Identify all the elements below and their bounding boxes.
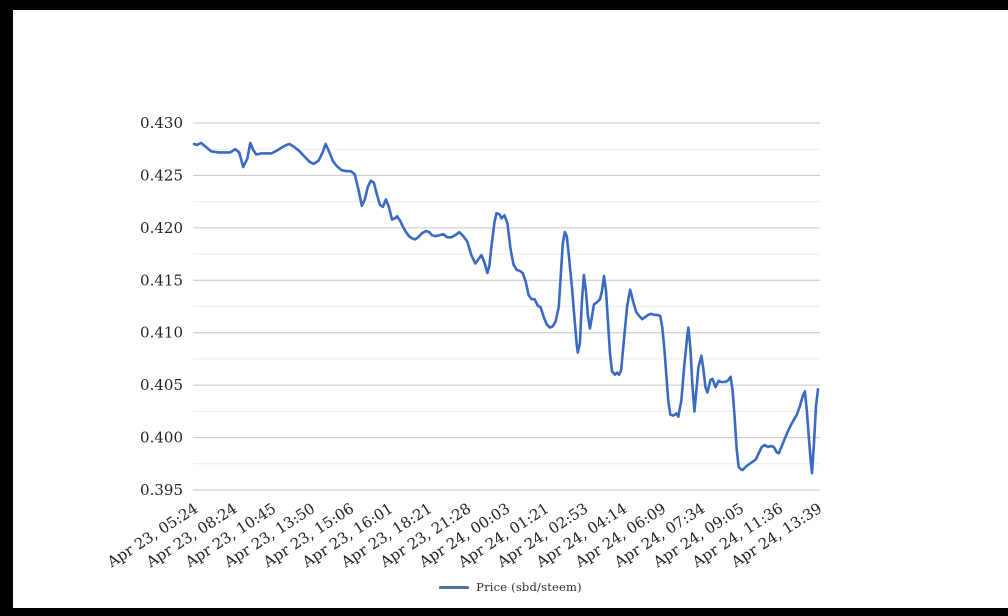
y-axis-tick-label: 0.405 [140, 376, 183, 394]
y-axis-tick-label: 0.400 [140, 429, 183, 447]
legend-label: Price (sbd/steem) [476, 580, 582, 594]
chart-legend: Price (sbd/steem) [13, 576, 1008, 598]
price-chart: 0.430 0.425 0.420 0.415 0.410 0.405 0.400 0.395… [103, 114, 825, 572]
y-axis-tick-label: 0.420 [140, 219, 183, 237]
y-axis-tick-label: 0.425 [140, 166, 183, 184]
legend-line-swatch [439, 585, 470, 589]
y-axis-tick-label: 0.430 [140, 114, 183, 132]
chart-canvas: 0.430 0.425 0.420 0.415 0.410 0.405 0.400 0.395… [13, 10, 1008, 608]
price-line [192, 141, 820, 475]
y-axis-tick-label: 0.415 [140, 271, 183, 289]
y-axis-tick-label: 0.395 [140, 481, 183, 499]
y-axis-tick-label: 0.410 [140, 324, 183, 342]
